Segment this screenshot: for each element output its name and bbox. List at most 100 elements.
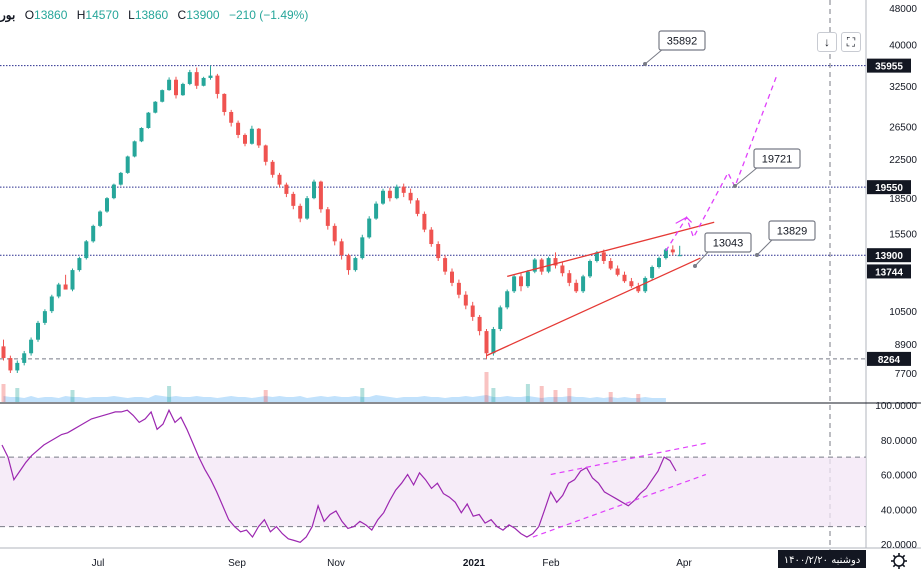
candle-body	[318, 181, 323, 210]
candle-body	[49, 296, 54, 312]
candle-body	[560, 265, 565, 274]
rsi-y-tick-label: 20.0000	[881, 540, 918, 551]
candle-body	[270, 161, 275, 175]
y-tick-label: 48000	[889, 4, 917, 15]
candle-body	[8, 358, 13, 371]
candle-body	[312, 181, 316, 199]
candle-body	[532, 259, 537, 272]
candle-body	[443, 258, 448, 272]
candle-body	[505, 291, 510, 308]
candle-body	[629, 281, 634, 287]
candle-body	[70, 270, 75, 290]
volume-bar	[608, 392, 613, 402]
arrow-down-icon[interactable]: ↓	[817, 32, 837, 52]
candle-body	[429, 229, 434, 245]
y-tick-label: 7700	[895, 369, 918, 380]
gear-tooth	[892, 563, 897, 568]
y-tick-label: 8900	[895, 340, 918, 351]
candle-body	[56, 284, 61, 297]
candle-body	[263, 145, 268, 162]
candle-body	[236, 122, 241, 135]
candle-body	[519, 276, 523, 287]
low-value: 13860	[134, 8, 169, 22]
callout-anchor	[693, 264, 697, 268]
candle-body	[670, 249, 675, 253]
candle-body	[636, 286, 641, 292]
candle-body	[222, 93, 227, 112]
candle-body	[663, 249, 668, 259]
rsi-line	[1, 408, 677, 543]
candle-body	[105, 198, 109, 212]
close-value: 13900	[186, 8, 220, 22]
candle-body	[167, 79, 172, 91]
callout-label: 35892	[667, 36, 698, 48]
price-label-box	[867, 264, 911, 279]
candle-body	[608, 261, 613, 269]
callout-pointer	[756, 238, 774, 256]
y-tick-label: 15500	[889, 229, 917, 240]
callout-label: 13043	[713, 238, 744, 250]
candle-body	[132, 141, 137, 157]
callout-box	[658, 30, 706, 51]
candle-body	[601, 252, 606, 262]
candle-body	[29, 339, 34, 354]
candle-body	[374, 203, 379, 219]
volume-bar	[525, 384, 530, 402]
candle-body	[387, 190, 392, 199]
candle-body	[381, 190, 385, 204]
candle-body	[277, 174, 282, 185]
gear-tooth	[901, 563, 906, 568]
candle-body	[229, 111, 234, 123]
price-label: 13744	[875, 267, 903, 278]
volume-area	[3, 395, 666, 402]
y-tick-label: 22500	[889, 155, 917, 166]
candle-body	[643, 277, 648, 292]
candle-body	[325, 209, 330, 226]
y-tick-label: 10500	[889, 307, 917, 318]
price-label: 13900	[875, 251, 903, 262]
candle-body	[256, 128, 261, 146]
candle-body	[484, 331, 489, 354]
y-tick-label: 18500	[889, 194, 917, 205]
callout-anchor	[643, 62, 647, 66]
price-label-box	[867, 351, 911, 366]
x-tick-label: Jul	[92, 558, 105, 569]
rsi-y-tick-label: 60.0000	[881, 471, 918, 482]
callout-pointer	[644, 48, 664, 65]
candle-body	[153, 101, 158, 113]
y-tick-label: 26500	[889, 122, 917, 133]
open-value: 13860	[34, 8, 68, 22]
volume-bar	[484, 372, 489, 402]
candle-body	[284, 184, 289, 194]
fullscreen-icon[interactable]: ⛶	[841, 32, 861, 52]
symbol-name: بور	[0, 8, 16, 22]
x-tick-label: 2021	[463, 558, 486, 569]
candle-body	[339, 241, 344, 256]
rsi-y-tick-label: 80.0000	[881, 436, 918, 447]
candle-body	[194, 72, 199, 86]
volume-bar	[263, 390, 268, 402]
candle-body	[498, 307, 503, 330]
high-value: 14570	[85, 8, 119, 22]
callout-anchor	[755, 253, 759, 257]
price-label: 35955	[875, 62, 903, 73]
open-label: O	[24, 8, 35, 22]
volume-bar	[167, 386, 172, 402]
price-label-box	[867, 248, 911, 263]
volume-bar	[1, 384, 6, 402]
candle-body	[594, 252, 599, 262]
callout-pointer	[694, 250, 710, 267]
candle-body	[111, 184, 116, 199]
candle-body	[677, 255, 682, 257]
candle-body	[208, 75, 213, 78]
volume-bar	[539, 386, 544, 402]
x-tick-label: Apr	[676, 558, 692, 569]
candle-body	[1, 346, 6, 359]
y-tick-label: 32500	[889, 82, 917, 93]
candle-body	[298, 205, 303, 219]
candle-body	[512, 276, 517, 292]
candle-body	[436, 244, 441, 259]
callout-label: 13829	[777, 226, 808, 238]
